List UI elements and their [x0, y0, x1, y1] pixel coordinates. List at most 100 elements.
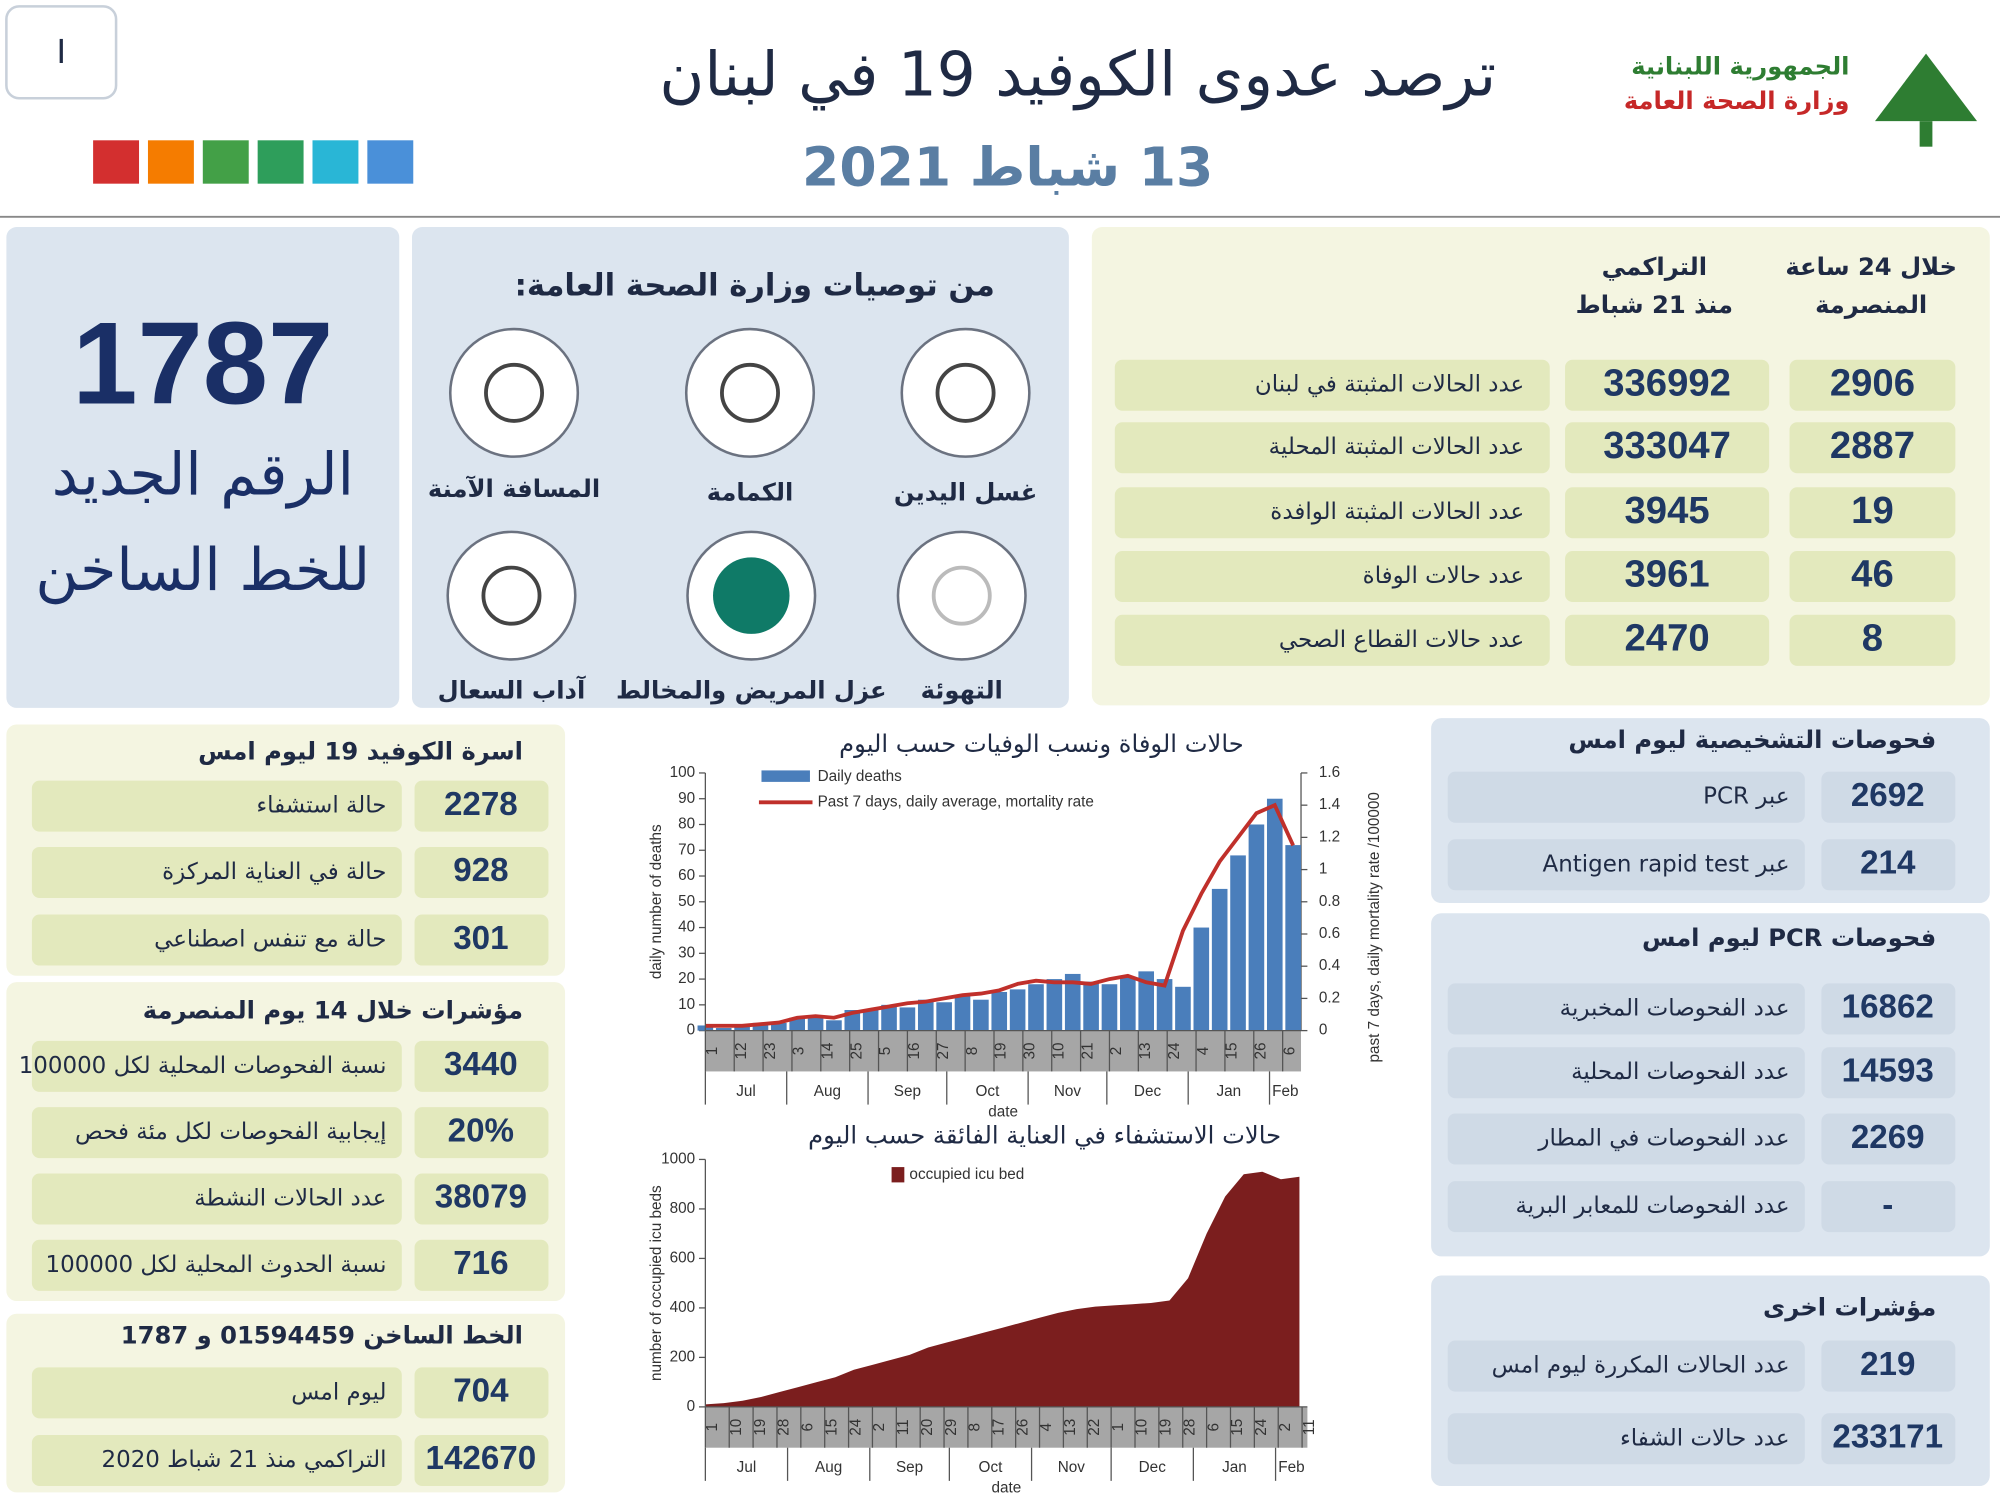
ministry-line: وزارة الصحة العامة	[1624, 87, 1850, 115]
bar	[1156, 979, 1173, 1031]
hotline-label: الرقم الجديد	[52, 440, 354, 509]
value: 704	[453, 1373, 509, 1410]
y2-tick-label: 0.4	[1319, 957, 1341, 974]
x-tick-label: 10	[1050, 1043, 1067, 1060]
value: 3440	[444, 1046, 518, 1083]
y2-tick-label: 0	[1319, 1022, 1328, 1039]
x-tick-label: 29	[943, 1419, 960, 1436]
label: مؤشرات خلال 14 يوم المنصرمة	[143, 996, 523, 1024]
label: التهوئة	[921, 676, 1003, 704]
bar	[1138, 971, 1155, 1031]
bar	[789, 1017, 806, 1031]
x-tick-label: 14	[820, 1042, 837, 1060]
cell	[31, 1107, 402, 1159]
label: عبر PCR	[1703, 784, 1789, 810]
x-tick-label: 1	[704, 1047, 721, 1056]
cell	[1447, 839, 1805, 891]
icon-glyph	[481, 565, 542, 626]
value: 333047	[1603, 424, 1731, 467]
value: 928	[453, 852, 508, 889]
icon-circle	[684, 327, 816, 458]
y2-tick-label: 1.4	[1319, 796, 1341, 813]
icon-circle	[446, 530, 577, 661]
cell	[1114, 487, 1550, 539]
cell	[414, 846, 549, 898]
column-header: منذ 21 شباط	[1576, 291, 1733, 319]
cell	[1789, 551, 1956, 603]
x-tick-label: 16	[906, 1043, 923, 1060]
label: اسرة الكوفيد 19 ليوم امس	[198, 738, 523, 766]
y2-axis-title: past 7 days, daily mortality rate /10000…	[1366, 792, 1383, 1062]
cell	[1565, 551, 1770, 603]
icon-fill	[713, 557, 790, 634]
bar	[1285, 845, 1301, 1031]
cell	[414, 780, 549, 832]
hotline-number: 1787	[72, 297, 333, 428]
icon-glyph	[484, 362, 545, 423]
cell	[1114, 422, 1550, 474]
month-label: Sep	[896, 1459, 923, 1476]
cell	[414, 1173, 549, 1225]
bar	[771, 1022, 787, 1031]
column-header: خلال 24 ساعة	[1785, 253, 1957, 281]
cell	[31, 846, 402, 898]
cell	[1821, 1047, 1956, 1099]
x-tick-label: 24	[1166, 1042, 1183, 1060]
value: 336992	[1603, 361, 1731, 404]
cell	[1565, 359, 1770, 411]
y-axis-title: number of occupied icu beds	[648, 1185, 665, 1381]
label: عدد حالات الشفاء	[1620, 1425, 1790, 1451]
bar	[1120, 976, 1136, 1031]
bar	[862, 1010, 879, 1031]
main-title: ترصد عدوى الكوفيد 19 في لبنان	[659, 40, 1496, 111]
cell	[1447, 771, 1805, 823]
x-tick-label: 1	[704, 1423, 721, 1432]
y-tick-label: 0	[687, 1022, 696, 1039]
x-tick-label: 19	[752, 1419, 769, 1436]
x-tick-label: 27	[935, 1043, 952, 1060]
y2-tick-label: 1	[1319, 861, 1328, 878]
icon-circle	[900, 327, 1031, 458]
cell	[1821, 1413, 1956, 1465]
x-tick-label: 2	[1277, 1423, 1294, 1432]
icon-circle	[896, 530, 1027, 661]
chart-title: حالات الاستشفاء في العناية الفائقة حسب ا…	[808, 1121, 1281, 1149]
x-tick-label: 10	[728, 1419, 745, 1436]
cell	[414, 1107, 549, 1159]
cell	[1789, 422, 1956, 474]
bar	[1064, 973, 1081, 1031]
cell	[414, 1434, 549, 1486]
y2-tick-label: 0.2	[1319, 989, 1340, 1006]
y-tick-label: 10	[678, 996, 695, 1013]
value: 3945	[1625, 489, 1710, 532]
label: حالة استشفاء	[256, 793, 386, 819]
icon-glyph	[931, 565, 992, 626]
label: عدد الحالات المثبتة الوافدة	[1270, 499, 1524, 525]
badge: I	[56, 32, 66, 71]
cell	[1821, 1181, 1956, 1233]
x-tick-label: 13	[1062, 1419, 1079, 1436]
cell	[31, 1239, 402, 1291]
label: عدد الحالات المثبتة المحلية	[1269, 434, 1525, 460]
label: إيجابية الفحوصات لكل مئة فحص	[75, 1119, 386, 1145]
x-tick-label: 2	[1108, 1047, 1125, 1056]
bar	[899, 1007, 916, 1031]
y-tick-label: 60	[678, 867, 695, 884]
value: 8	[1862, 616, 1883, 659]
label: ليوم امس	[291, 1379, 386, 1405]
cell	[414, 1239, 549, 1291]
ministry-line: الجمهورية اللبنانية	[1631, 53, 1849, 81]
cedar-logo	[1875, 53, 1978, 147]
bar	[1193, 927, 1210, 1031]
x-tick-label: 4	[1195, 1046, 1212, 1055]
x-tick-label: 25	[848, 1043, 865, 1060]
y-tick-label: 800	[670, 1200, 696, 1217]
x-tick-label: 19	[993, 1043, 1010, 1060]
cell	[1821, 839, 1956, 891]
x-tick-label: 8	[964, 1047, 981, 1056]
label: نسبة الحدوث المحلية لكل 100000	[46, 1252, 387, 1278]
x-axis-title: date	[988, 1103, 1018, 1120]
x-tick-label: 26	[1014, 1419, 1031, 1436]
cell	[1789, 614, 1956, 666]
